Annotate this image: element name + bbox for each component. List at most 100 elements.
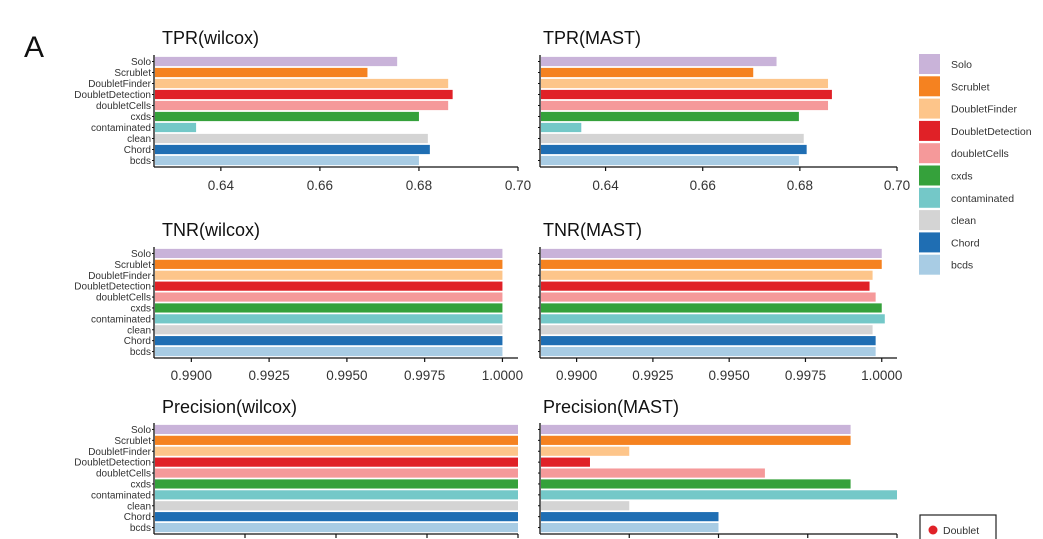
panel-title-tpr-wilcox: TPR(wilcox) (162, 28, 259, 48)
legend-label-Chord: Chord (951, 237, 980, 249)
category-label-contaminated: contaminated (91, 314, 151, 325)
bar-Scrublet (155, 435, 518, 445)
bar-Chord (541, 512, 719, 522)
x-tick-label: 0.9900 (171, 368, 212, 383)
legend-swatch-doubletCells (919, 143, 940, 164)
bar-doubletCells (541, 100, 829, 111)
legend-swatch-Scrublet (919, 76, 940, 97)
chart-panel-5 (538, 423, 898, 538)
category-label-contaminated: contaminated (91, 490, 151, 501)
bar-Solo (541, 56, 777, 67)
category-label-doubletCells: doubletCells (96, 101, 151, 112)
panel-title-tnr-wilcox: TNR(wilcox) (162, 220, 260, 240)
category-label-doubletCells: doubletCells (96, 293, 151, 304)
category-label-Solo: Solo (131, 57, 151, 68)
category-label-DoubletFinder: DoubletFinder (88, 79, 151, 90)
bar-cxds (155, 303, 503, 313)
x-tick-label: 0.9975 (404, 368, 445, 383)
x-tick-label: 0.66 (307, 178, 333, 193)
bar-cxds (155, 111, 419, 122)
bar-Chord (155, 512, 518, 522)
bar-DoubletDetection (155, 281, 503, 291)
legend-label-cxds: cxds (951, 171, 973, 183)
bar-Solo (155, 56, 398, 67)
bar-bcds (541, 155, 799, 166)
x-tick-label: 0.9925 (632, 368, 673, 383)
category-label-Solo: Solo (131, 425, 151, 436)
bar-DoubletFinder (155, 446, 518, 456)
bar-clean (155, 501, 518, 511)
panel-title-precision-mast: Precision(MAST) (543, 397, 679, 417)
chart-panel-0: SoloScrubletDoubletFinderDoubletDetectio… (74, 55, 531, 193)
category-label-Solo: Solo (131, 249, 151, 260)
legend-label-bcds: bcds (951, 260, 973, 272)
bar-Scrublet (155, 67, 368, 78)
category-label-cxds: cxds (130, 303, 151, 314)
category-label-doubletCells: doubletCells (96, 469, 151, 480)
x-tick-label: 0.9950 (709, 368, 750, 383)
category-label-cxds: cxds (130, 479, 151, 490)
panel-label: A (24, 31, 44, 64)
bar-contaminated (155, 490, 518, 500)
bar-bcds (541, 522, 719, 533)
bar-clean (155, 133, 428, 144)
bar-bcds (155, 346, 503, 357)
chart-marks: SoloScrubletDoubletFinderDoubletDetectio… (74, 55, 910, 538)
bar-DoubletDetection (541, 457, 590, 467)
category-label-clean: clean (127, 134, 151, 145)
bar-Solo (155, 424, 518, 435)
legend: Solo Scrublet DoubletFinder DoubletDetectio… (915, 48, 1043, 539)
bar-DoubletFinder (155, 78, 449, 89)
bar-Chord (155, 144, 430, 155)
bar-contaminated (541, 122, 582, 133)
legend-label-DoubletDetection: DoubletDetection (951, 126, 1032, 138)
legend-swatch-Chord (919, 232, 940, 253)
category-label-bcds: bcds (130, 347, 151, 358)
bar-bcds (155, 522, 518, 533)
category-label-Scrublet: Scrublet (114, 68, 151, 79)
category-label-clean: clean (127, 325, 151, 336)
legend-swatch-bcds (919, 254, 940, 275)
category-label-DoubletFinder: DoubletFinder (88, 271, 151, 282)
chart-panel-1: 0.64 0.66 0.68 0.70 (538, 55, 910, 193)
x-tick-label: 0.64 (592, 178, 619, 193)
bar-contaminated (541, 490, 897, 500)
category-label-Chord: Chord (124, 336, 151, 347)
bar-cxds (541, 111, 799, 122)
bar-doubletCells (155, 468, 518, 478)
bar-Solo (541, 248, 882, 259)
chart-panel-3: 0.9900 0.9925 0.9950 0.9975 1.0000 (538, 247, 902, 383)
bar-bcds (155, 155, 419, 166)
bar-cxds (155, 479, 518, 489)
x-tick-label: 0.9950 (326, 368, 367, 383)
category-label-bcds: bcds (130, 156, 151, 167)
bar-Chord (541, 144, 807, 155)
category-label-DoubletFinder: DoubletFinder (88, 447, 151, 458)
x-tick-label: 0.66 (690, 178, 716, 193)
bar-DoubletFinder (541, 78, 829, 89)
bar-contaminated (155, 314, 503, 324)
x-tick-label: 1.0000 (861, 368, 902, 383)
category-label-DoubletDetection: DoubletDetection (74, 90, 151, 101)
panel-title-precision-wilcox: Precision(wilcox) (162, 397, 297, 417)
category-label-Chord: Chord (124, 145, 151, 156)
bar-DoubletDetection (155, 457, 518, 467)
x-tick-label: 0.9925 (248, 368, 289, 383)
category-label-clean: clean (127, 501, 151, 512)
bar-doubletCells (541, 292, 876, 302)
x-tick-label: 0.68 (787, 178, 813, 193)
category-label-DoubletDetection: DoubletDetection (74, 458, 151, 469)
bar-DoubletDetection (541, 281, 870, 291)
category-label-Scrublet: Scrublet (114, 436, 151, 447)
legend-label-DoubletFinder: DoubletFinder (951, 104, 1017, 116)
category-label-Chord: Chord (124, 512, 151, 523)
bar-doubletCells (155, 292, 503, 302)
legend-label-doubletCells: doubletCells (951, 148, 1009, 160)
bar-bcds (541, 346, 876, 357)
bar-clean (541, 133, 804, 144)
x-tick-label: 0.9900 (556, 368, 597, 383)
chart-panel-4: SoloScrubletDoubletFinderDoubletDetectio… (74, 423, 519, 538)
x-tick-label: 0.70 (505, 178, 531, 193)
bar-clean (541, 501, 630, 511)
category-label-contaminated: contaminated (91, 123, 151, 134)
